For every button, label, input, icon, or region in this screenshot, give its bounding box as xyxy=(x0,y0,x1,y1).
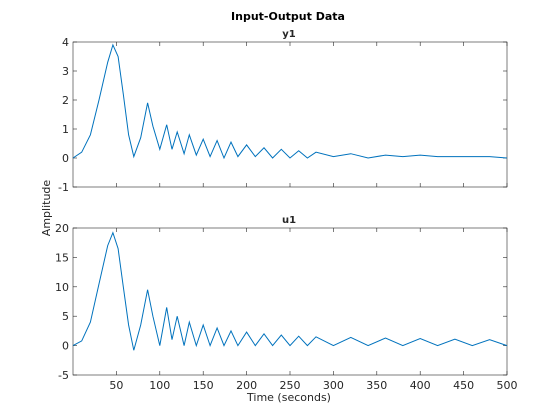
y-axis-label: Amplitude xyxy=(40,180,53,237)
series-line-u1 xyxy=(72,231,508,351)
panel-y1-axes-box xyxy=(72,41,508,188)
ytick-label-y1: 0 xyxy=(62,152,69,165)
panel-title-u1: u1 xyxy=(282,215,296,226)
xtick-label: 450 xyxy=(453,379,474,392)
xtick-label: 200 xyxy=(236,379,257,392)
panel-u1-axes-box xyxy=(72,227,508,376)
ytick-label-y1: 2 xyxy=(62,94,69,107)
panel-u1-xticks: 50 100 150 200 250 300 350 400 450 500 xyxy=(109,228,518,392)
xtick-label: 100 xyxy=(149,379,170,392)
x-axis-label: Time (seconds) xyxy=(246,391,331,404)
xtick-label: 500 xyxy=(497,379,518,392)
ytick-label-u1: 20 xyxy=(55,222,69,235)
panel-title-y1: y1 xyxy=(282,29,296,40)
xtick-label: 350 xyxy=(366,379,387,392)
xtick-label: 400 xyxy=(410,379,431,392)
ytick-label-u1: 15 xyxy=(55,251,69,264)
panel-y1-xticks xyxy=(116,42,508,187)
ytick-label-u1: 10 xyxy=(55,281,69,294)
chart-title: Input-Output Data xyxy=(231,10,345,23)
ytick-label-y1: -1 xyxy=(58,181,69,194)
series-line-y1 xyxy=(72,43,508,160)
xtick-label: 250 xyxy=(280,379,301,392)
xtick-label: 300 xyxy=(323,379,344,392)
ytick-label-y1: 3 xyxy=(62,65,69,78)
ytick-label-u1: 5 xyxy=(62,310,69,323)
ytick-label-y1: 1 xyxy=(62,123,69,136)
panel-y1: y1 -1 0 1 2 3 4 xyxy=(58,29,508,194)
panel-y1-yticks: -1 0 1 2 3 4 xyxy=(58,36,507,194)
xtick-label: 50 xyxy=(109,379,123,392)
ytick-label-u1: -5 xyxy=(58,369,69,382)
panel-u1-yticks: -5 0 5 10 15 20 xyxy=(55,222,507,382)
xtick-label: 150 xyxy=(193,379,214,392)
panel-u1: u1 -5 0 5 10 15 20 50 100 150 200 250 300 350 400 450… xyxy=(55,215,518,392)
ytick-label-u1: 0 xyxy=(62,340,69,353)
ytick-label-y1: 4 xyxy=(62,36,69,49)
